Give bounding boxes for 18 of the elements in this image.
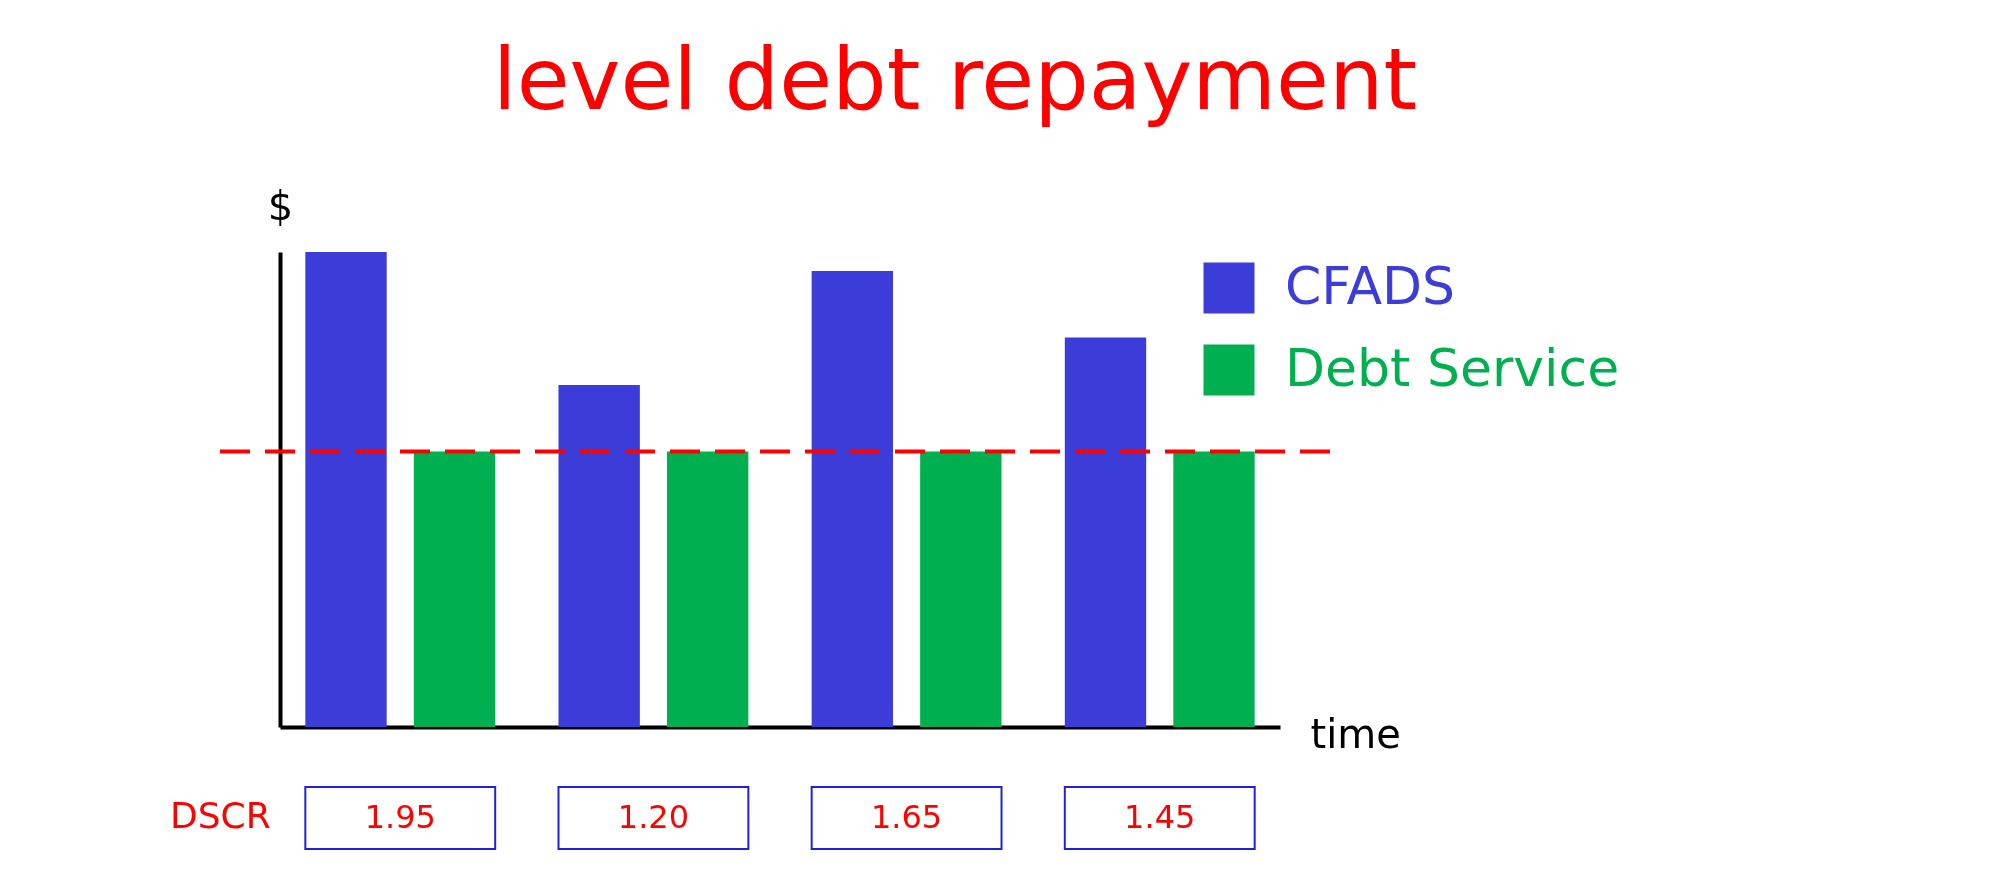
bar (558, 385, 640, 727)
text: 1.45 (1124, 798, 1196, 836)
bar (413, 451, 496, 727)
text: 1.65 (870, 798, 943, 836)
chart-title: level debt repayment (492, 29, 1418, 129)
text: DSCR (170, 795, 271, 836)
legend-label: CFADS (1285, 256, 1456, 316)
bar (920, 451, 1002, 727)
bar (666, 451, 749, 727)
x-axis-title: time (1310, 710, 1401, 757)
legend-label: Debt Service (1285, 338, 1620, 398)
text: 1.95 (364, 798, 436, 836)
bar (811, 271, 894, 727)
bar (1173, 451, 1255, 727)
bar (305, 252, 387, 727)
y-axis-title: $ (267, 182, 294, 229)
text: 1.20 (617, 798, 690, 836)
bar (1064, 337, 1147, 727)
